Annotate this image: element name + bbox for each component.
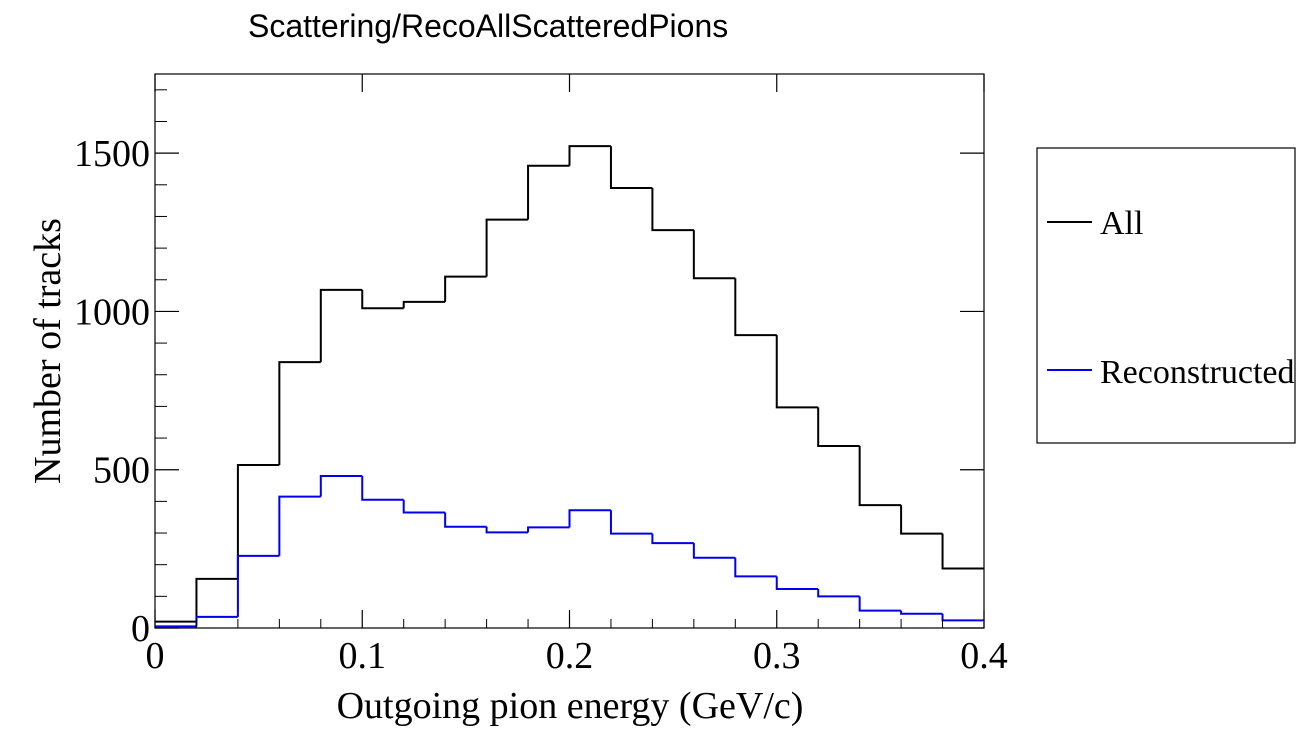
x-tick-label: 0.4: [960, 635, 1008, 677]
bin-all-1: [195, 577, 238, 622]
plot-area: [155, 145, 984, 628]
bin-reconstructed-10: [568, 509, 611, 528]
legend-label-all: All: [1100, 205, 1143, 242]
bin-reconstructed-3: [278, 495, 321, 556]
bin-all-4: [319, 288, 363, 363]
chart-title: Scattering/RecoAllScatteredPions: [248, 8, 728, 44]
bin-all-13: [692, 230, 736, 280]
bin-all-6: [402, 300, 446, 309]
bin-reconstructed-4: [319, 475, 363, 497]
bin-reconstructed-7: [444, 512, 487, 528]
bin-reconstructed-18: [900, 610, 943, 615]
bin-reconstructed-13: [692, 543, 736, 559]
bin-reconstructed-1: [195, 615, 238, 627]
bin-all-2: [236, 463, 280, 579]
bin-all-3: [278, 361, 321, 465]
legend: All Reconstructed: [1036, 147, 1296, 444]
bin-all-19: [941, 533, 984, 570]
legend-box: [1036, 147, 1296, 444]
bin-reconstructed-12: [651, 533, 694, 545]
bin-all-5: [361, 289, 404, 310]
y-tick-label: 0: [131, 608, 150, 650]
bin-all-17: [858, 445, 902, 507]
bin-all-14: [734, 278, 777, 337]
bin-all-8: [485, 218, 529, 277]
bin-reconstructed-5: [361, 476, 404, 501]
bin-reconstructed-16: [817, 589, 860, 598]
x-tick-label: 0: [146, 635, 165, 677]
bin-reconstructed-8: [485, 526, 529, 534]
bin-all-7: [444, 275, 487, 302]
bin-reconstructed-14: [734, 557, 777, 578]
x-axis-label: Outgoing pion energy (GeV/c): [337, 685, 804, 727]
bin-reconstructed-2: [236, 554, 280, 617]
y-tick-label: 1000: [74, 291, 150, 333]
y-tick-label: 500: [93, 450, 150, 492]
y-tick-label: 1500: [74, 133, 150, 175]
series-reconstructed: [155, 475, 984, 628]
axis-ticks: 0 0.1 0.2 0.3 0.4 0 500 1000 1500: [74, 74, 1008, 677]
bin-all-16: [817, 407, 860, 447]
x-tick-label: 0.1: [339, 635, 387, 677]
bin-reconstructed-15: [775, 576, 819, 591]
bin-all-15: [775, 335, 819, 409]
x-tick-label: 0.2: [546, 635, 594, 677]
series-all: [155, 145, 984, 623]
legend-label-reconstructed: Reconstructed: [1100, 354, 1295, 391]
bin-reconstructed-17: [858, 596, 902, 612]
bin-reconstructed-11: [609, 510, 653, 535]
bin-all-9: [527, 164, 570, 220]
bin-reconstructed-19: [941, 613, 984, 622]
bin-all-12: [651, 187, 694, 232]
bin-reconstructed-9: [527, 526, 570, 533]
bin-all-11: [609, 146, 653, 189]
x-tick-label: 0.3: [753, 635, 801, 677]
bin-all-10: [568, 145, 611, 166]
y-axis-label: Number of tracks: [27, 218, 69, 484]
bin-reconstructed-6: [402, 499, 446, 514]
bin-all-18: [900, 505, 943, 535]
